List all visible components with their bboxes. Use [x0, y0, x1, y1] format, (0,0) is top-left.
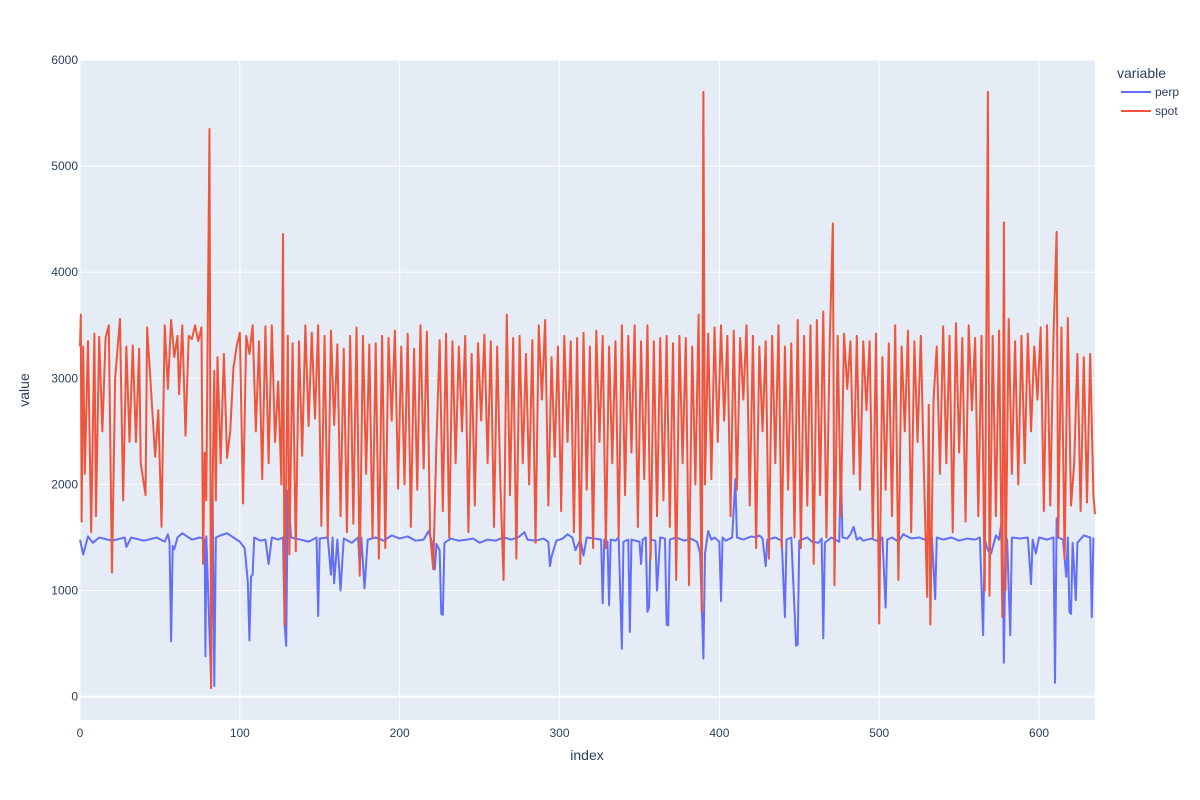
legend-title: variable — [1117, 65, 1166, 81]
y-tick-label: 2000 — [51, 477, 78, 491]
y-tick-label: 5000 — [51, 159, 78, 173]
y-tick-label: 0 — [71, 690, 78, 704]
x-tick-label: 0 — [77, 726, 84, 740]
legend-label-perp[interactable]: perp — [1155, 85, 1179, 99]
x-axis-title: index — [570, 747, 603, 763]
legend: variable perp spot — [1117, 65, 1179, 118]
series-line-spot — [79, 90, 1096, 690]
x-tick-label: 600 — [1029, 726, 1049, 740]
x-tick-label: 500 — [869, 726, 889, 740]
x-tick-label: 100 — [230, 726, 250, 740]
x-tick-label: 200 — [390, 726, 410, 740]
y-tick-label: 6000 — [51, 53, 78, 67]
y-tick-label: 1000 — [51, 584, 78, 598]
y-axis-ticks: 0 1000 2000 3000 4000 5000 6000 — [51, 53, 78, 704]
series-line-perp — [79, 463, 1095, 688]
legend-label-spot[interactable]: spot — [1155, 104, 1178, 118]
x-tick-label: 400 — [709, 726, 729, 740]
series-lines — [79, 90, 1096, 690]
y-axis-title: value — [16, 373, 32, 407]
x-tick-label: 300 — [550, 726, 570, 740]
y-tick-label: 4000 — [51, 265, 78, 279]
x-axis-ticks: 0 100 200 300 400 500 600 — [77, 726, 1050, 740]
y-tick-label: 3000 — [51, 371, 78, 385]
